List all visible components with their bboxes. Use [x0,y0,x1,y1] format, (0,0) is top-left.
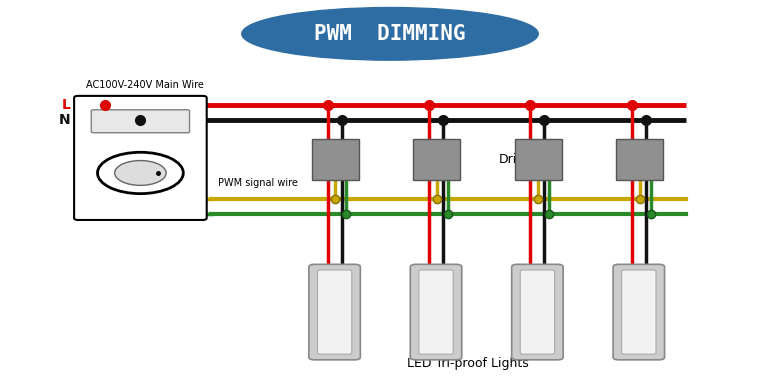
Circle shape [98,152,183,194]
Text: Off: Off [87,196,98,202]
FancyBboxPatch shape [419,270,453,354]
Text: PWM  DIMMING: PWM DIMMING [314,24,466,44]
Text: LED: LED [133,196,147,202]
Text: On: On [183,196,193,202]
FancyBboxPatch shape [410,264,462,360]
Text: N: N [58,113,70,127]
Text: AC100V-240V Main Wire: AC100V-240V Main Wire [86,80,204,90]
Bar [312,139,359,180]
Text: L: L [62,98,70,112]
FancyBboxPatch shape [309,264,360,360]
FancyBboxPatch shape [512,264,563,360]
Text: LED Tri-proof Lights: LED Tri-proof Lights [407,357,529,370]
FancyBboxPatch shape [317,270,352,354]
FancyBboxPatch shape [91,110,190,133]
Bar [616,139,663,180]
FancyBboxPatch shape [74,96,207,220]
Circle shape [115,161,166,185]
Bar [515,139,562,180]
Text: PWM signal wire: PWM signal wire [218,178,298,188]
Text: Driver: Driver [499,153,537,166]
Bar [413,139,460,180]
FancyBboxPatch shape [520,270,555,354]
FancyBboxPatch shape [613,264,665,360]
Ellipse shape [242,8,538,60]
Text: PWM DIMMER: PWM DIMMER [111,202,170,212]
FancyBboxPatch shape [622,270,656,354]
